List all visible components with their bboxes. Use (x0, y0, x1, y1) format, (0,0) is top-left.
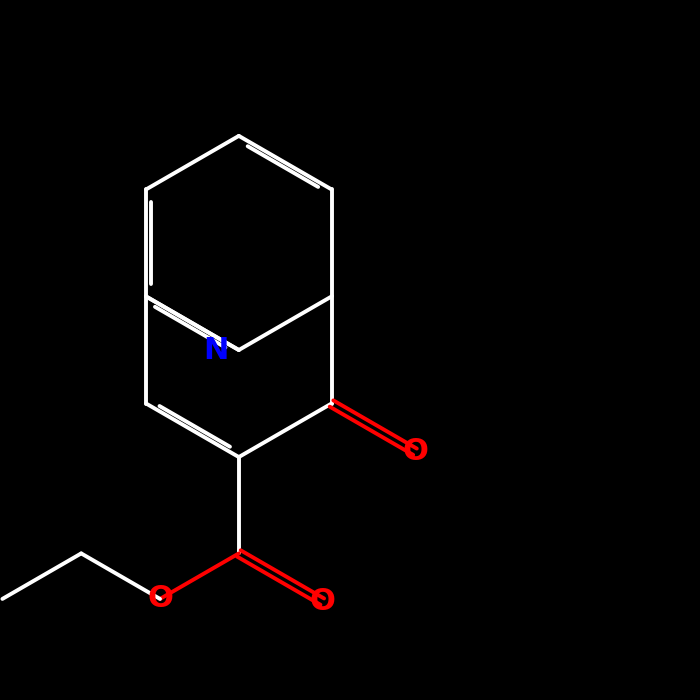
Text: O: O (147, 584, 173, 613)
Text: N: N (203, 335, 228, 365)
Text: O: O (402, 438, 428, 466)
Text: O: O (309, 587, 335, 616)
